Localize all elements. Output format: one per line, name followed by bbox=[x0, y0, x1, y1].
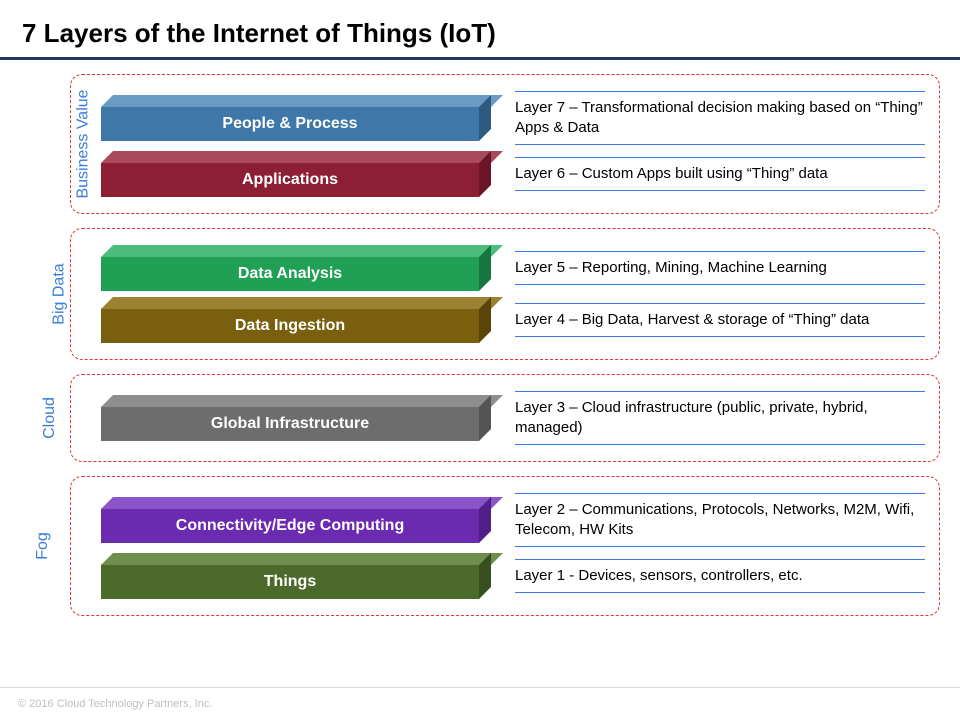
desc-rule-top bbox=[515, 91, 925, 92]
layer-group: Business Value People & Process Layer 7 – … bbox=[70, 74, 940, 214]
layer-description: Layer 3 – Cloud infrastructure (public, … bbox=[515, 391, 925, 445]
layer-description: Layer 6 – Custom Apps built using “Thing… bbox=[515, 157, 925, 192]
desc-rule-bottom bbox=[515, 284, 925, 285]
desc-text: Layer 7 – Transformational decision maki… bbox=[515, 96, 925, 140]
group-label: Business Value bbox=[75, 89, 93, 198]
bar-top-face bbox=[101, 395, 503, 407]
desc-rule-top bbox=[515, 493, 925, 494]
layer-row: Data Analysis Layer 5 – Reporting, Mining… bbox=[101, 245, 925, 291]
bar-front-face: Data Ingestion bbox=[101, 309, 479, 343]
desc-text: Layer 2 – Communications, Protocols, Net… bbox=[515, 498, 925, 542]
layer-bar: Global Infrastructure bbox=[101, 395, 491, 441]
layer-description: Layer 5 – Reporting, Mining, Machine Lea… bbox=[515, 251, 925, 286]
bar-top-face bbox=[101, 553, 503, 565]
desc-text: Layer 3 – Cloud infrastructure (public, … bbox=[515, 396, 925, 440]
bar-top-face bbox=[101, 151, 503, 163]
diagram-content: Business Value People & Process Layer 7 – … bbox=[0, 74, 960, 616]
title-rule bbox=[0, 57, 960, 60]
desc-rule-bottom bbox=[515, 592, 925, 593]
desc-rule-top bbox=[515, 559, 925, 560]
layer-row: Data Ingestion Layer 4 – Big Data, Harves… bbox=[101, 297, 925, 343]
desc-rule-bottom bbox=[515, 190, 925, 191]
layer-row: People & Process Layer 7 – Transformation… bbox=[101, 91, 925, 145]
layer-row: Connectivity/Edge Computing Layer 2 – Com… bbox=[101, 493, 925, 547]
layer-bar: Data Analysis bbox=[101, 245, 491, 291]
desc-rule-bottom bbox=[515, 144, 925, 145]
bar-top-face bbox=[101, 245, 503, 257]
layer-description: Layer 2 – Communications, Protocols, Net… bbox=[515, 493, 925, 547]
layer-bar: Things bbox=[101, 553, 491, 599]
bar-front-face: Applications bbox=[101, 163, 479, 197]
bar-top-face bbox=[101, 95, 503, 107]
desc-rule-top bbox=[515, 251, 925, 252]
layer-description: Layer 7 – Transformational decision maki… bbox=[515, 91, 925, 145]
layer-group: Big DataData AnalysisLayer 5 – Reporting… bbox=[70, 228, 940, 360]
bar-top-face bbox=[101, 297, 503, 309]
desc-text: Layer 1 - Devices, sensors, controllers,… bbox=[515, 564, 925, 589]
bar-front-face: Things bbox=[101, 565, 479, 599]
desc-rule-bottom bbox=[515, 336, 925, 337]
layer-bar: Data Ingestion bbox=[101, 297, 491, 343]
bar-front-face: Data Analysis bbox=[101, 257, 479, 291]
layer-bar: People & Process bbox=[101, 95, 491, 141]
desc-text: Layer 5 – Reporting, Mining, Machine Lea… bbox=[515, 256, 925, 281]
group-label: Fog bbox=[34, 532, 52, 560]
desc-rule-top bbox=[515, 303, 925, 304]
footer-text: © 2016 Cloud Technology Partners, Inc. bbox=[18, 698, 212, 710]
layer-description: Layer 4 – Big Data, Harvest & storage of… bbox=[515, 303, 925, 338]
group-label: Big Data bbox=[51, 263, 69, 324]
desc-rule-bottom bbox=[515, 444, 925, 445]
desc-text: Layer 4 – Big Data, Harvest & storage of… bbox=[515, 308, 925, 333]
bar-front-face: Global Infrastructure bbox=[101, 407, 479, 441]
desc-rule-top bbox=[515, 157, 925, 158]
group-label: Cloud bbox=[41, 397, 59, 439]
layer-bar: Connectivity/Edge Computing bbox=[101, 497, 491, 543]
layer-group: CloudGlobal InfrastructureLayer 3 – Clou… bbox=[70, 374, 940, 462]
page-title: 7 Layers of the Internet of Things (IoT) bbox=[0, 0, 960, 57]
desc-rule-top bbox=[515, 391, 925, 392]
desc-rule-bottom bbox=[515, 546, 925, 547]
footer-rule bbox=[0, 687, 960, 688]
layer-bar: Applications bbox=[101, 151, 491, 197]
bar-top-face bbox=[101, 497, 503, 509]
layer-row: Global Infrastructure Layer 3 – Cloud inf… bbox=[101, 391, 925, 445]
layer-description: Layer 1 - Devices, sensors, controllers,… bbox=[515, 559, 925, 594]
layer-row: Applications Layer 6 – Custom Apps built … bbox=[101, 151, 925, 197]
bar-front-face: People & Process bbox=[101, 107, 479, 141]
layer-group: FogConnectivity/Edge ComputingLayer 2 – … bbox=[70, 476, 940, 616]
layer-row: Things Layer 1 - Devices, sensors, contro… bbox=[101, 553, 925, 599]
bar-front-face: Connectivity/Edge Computing bbox=[101, 509, 479, 543]
desc-text: Layer 6 – Custom Apps built using “Thing… bbox=[515, 162, 925, 187]
